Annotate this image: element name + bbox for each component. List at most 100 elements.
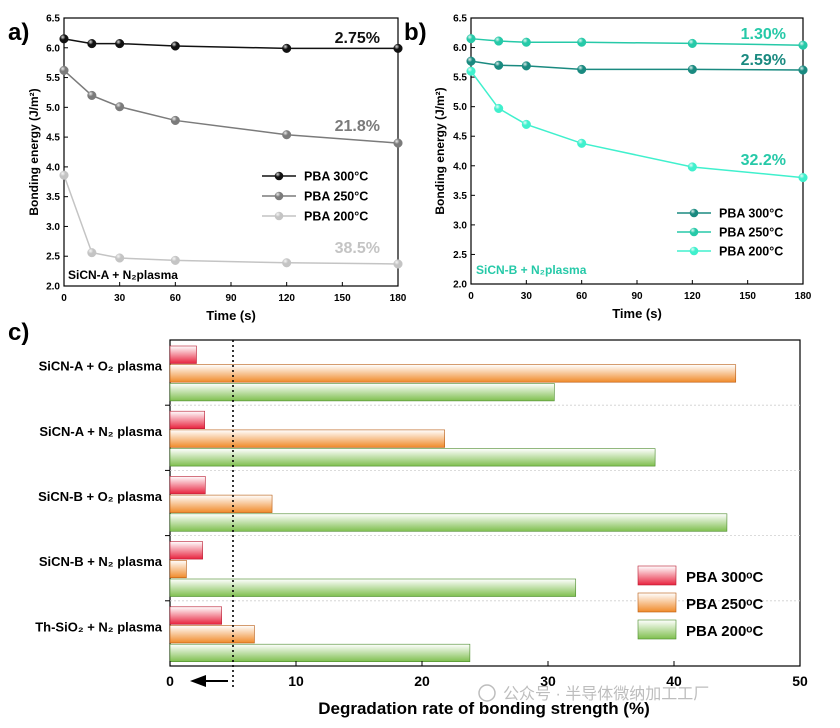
x-tick-label: 20 [414, 673, 430, 689]
legend-label: PBA 300ᵒC [686, 569, 763, 586]
data-point-shine [494, 36, 503, 46]
data-point-shine [393, 259, 403, 269]
chart-panel-a: 0 30 60 90 120 150 180 2.0 2.5 3.0 3.5 4.0 4.5 5.0 5.5… [27, 14, 407, 324]
bar-c200 [169, 383, 555, 402]
data-point-shine [59, 170, 69, 180]
bar-c250 [169, 559, 187, 579]
y-tick-label: 2.0 [46, 282, 60, 293]
data-point-shine [688, 65, 697, 74]
data-point-shine [171, 256, 180, 265]
y-tick-label: 4.5 [453, 132, 467, 143]
x-tick-label: 90 [631, 291, 643, 302]
y-axis-label-b: Bonding energy (J/m²) [433, 87, 447, 214]
legend-swatch [637, 565, 677, 586]
x-tick-label: 180 [795, 291, 812, 302]
data-point-shine [393, 138, 403, 148]
data-point-shine [466, 56, 476, 66]
x-axis-label-c: Degradation rate of bonding strength (%) [318, 699, 650, 718]
x-tick-label: 180 [390, 293, 407, 304]
x-tick-label: 150 [739, 291, 756, 302]
category-label: SiCN-B + O₂ plasma [38, 489, 163, 504]
data-point-shine [171, 41, 180, 51]
y-tick-label: 5.0 [46, 103, 60, 114]
bar-c300 [169, 606, 222, 625]
data-point-shine [577, 37, 586, 47]
annotation-a-200: 38.5% [335, 240, 380, 257]
x-axis-label-b: Time (s) [612, 306, 662, 321]
data-point-shine [688, 162, 697, 172]
data-point-shine [466, 34, 476, 43]
annotation-a-250: 21.8% [335, 118, 380, 135]
y-tick-label: 4.0 [46, 162, 60, 173]
data-point-shine [87, 248, 97, 257]
series-line-a250 [63, 69, 399, 144]
y-tick-label: 6.5 [46, 14, 60, 25]
y-tick-label: 3.5 [46, 192, 60, 203]
y-tick-label: 4.5 [46, 133, 60, 144]
x-tick-label: 120 [278, 293, 295, 304]
legend-b: PBA 300°C PBA 250°C PBA 200°C [677, 207, 783, 259]
x-tick-label: 60 [170, 293, 182, 304]
data-point-shine [115, 253, 124, 263]
bar-c200 [169, 578, 577, 597]
x-axis-label-a: Time (s) [206, 308, 256, 323]
y-tick-label: 5.5 [453, 73, 467, 84]
series-line-a300 [63, 38, 398, 50]
x-tick-label: 40 [666, 673, 682, 689]
bar-c200 [169, 643, 471, 663]
category-label: SiCN-A + O₂ plasma [39, 359, 163, 374]
x-tick-label: 120 [684, 291, 701, 302]
bar-c300 [169, 476, 206, 495]
legend-label: PBA 300°C [719, 207, 783, 221]
y-tick-label: 2.5 [46, 252, 60, 263]
legend-marker-shine [274, 171, 284, 181]
data-point-shine [522, 37, 531, 47]
x-tick-label: 0 [166, 673, 174, 689]
data-point-shine [87, 39, 97, 48]
y-tick-label: 6.0 [46, 43, 60, 54]
annotation-b-300: 2.59% [741, 52, 786, 69]
legend-c: PBA 300ᵒC PBA 250ᵒC PBA 200ᵒC [637, 565, 763, 640]
legend-label: PBA 200ᵒC [686, 623, 763, 640]
bar-c300 [169, 541, 203, 560]
bar-c300 [169, 345, 197, 364]
x-tick-label: 60 [576, 291, 588, 302]
legend-label: PBA 250ᵒC [686, 596, 763, 613]
data-point-shine [494, 104, 503, 113]
data-point-shine [494, 60, 503, 70]
bar-c200 [169, 513, 728, 532]
legend-label: PBA 300°C [304, 170, 368, 184]
data-point-shine [798, 65, 808, 75]
x-tick-label: 30 [114, 293, 126, 304]
x-tick-label: 10 [288, 673, 304, 689]
legend-swatch [637, 619, 677, 640]
category-label: Th-SiO₂ + N₂ plasma [35, 619, 163, 634]
data-point-shine [115, 39, 124, 48]
watermark-text: 公众号 · 半导体微纳加工工厂 [503, 685, 709, 703]
y-tick-label: 5.0 [453, 102, 467, 113]
data-point-shine [59, 66, 69, 75]
y-tick-label: 4.0 [453, 161, 467, 172]
legend-marker-shine [274, 211, 284, 221]
x-tick-label: 150 [334, 293, 351, 304]
x-tick-label: 0 [468, 291, 474, 302]
series-line-a200 [63, 174, 399, 265]
legend-a: PBA 300°C PBA 250°C PBA 200°C [262, 170, 368, 224]
series-line-b200 [470, 70, 804, 179]
x-tick-label: 50 [792, 673, 808, 689]
data-point-shine [282, 258, 291, 268]
data-point-shine [522, 61, 531, 71]
panel-c-label: c) [8, 319, 29, 346]
legend-swatch [637, 592, 677, 613]
data-point-shine [522, 120, 531, 129]
panel-b-label: b) [404, 19, 427, 46]
y-tick-label: 6.5 [453, 14, 467, 25]
y-tick-label: 6.0 [453, 43, 467, 54]
legend-marker-shine [689, 227, 699, 237]
bar-c250 [169, 625, 255, 644]
legend-label: PBA 250°C [719, 226, 783, 240]
y-tick-label: 3.0 [46, 222, 60, 233]
x-tick-label: 0 [61, 293, 67, 304]
data-point-shine [282, 44, 291, 53]
bar-c250 [169, 494, 273, 513]
